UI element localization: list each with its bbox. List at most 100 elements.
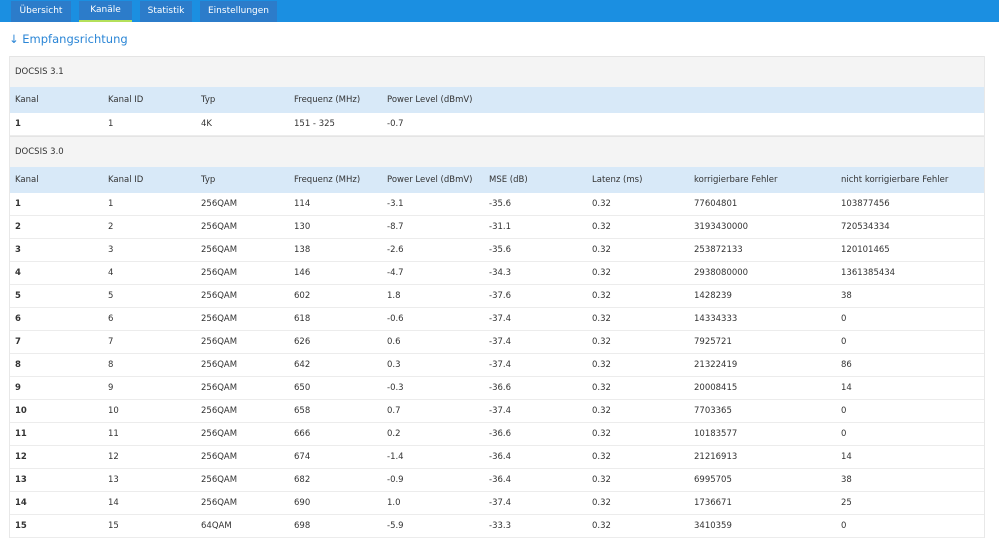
column-header: Frequenz (MHz): [294, 175, 361, 185]
table-cell: 3: [15, 245, 21, 255]
table-cell: 0.32: [592, 268, 611, 278]
table-cell: 20008415: [694, 383, 738, 393]
table-cell: 650: [294, 383, 311, 393]
table-cell: 10183577: [694, 429, 738, 439]
table-cell: 0: [841, 406, 847, 416]
table-cell: 146: [294, 268, 311, 278]
table-cell: -5.9: [387, 521, 404, 531]
table-cell: -37.4: [489, 360, 511, 370]
table-cell: 256QAM: [201, 452, 238, 462]
table-cell: 0: [841, 521, 847, 531]
table-cell: 14: [841, 452, 852, 462]
column-header: Typ: [201, 95, 216, 105]
table-cell: -37.4: [489, 337, 511, 347]
table-cell: -33.3: [489, 521, 511, 531]
tab[interactable]: Statistik: [140, 1, 192, 22]
table-cell: 15: [15, 521, 27, 531]
table-cell: -36.4: [489, 475, 511, 485]
table-cell: 138: [294, 245, 311, 255]
table-cell: 21216913: [694, 452, 738, 462]
table-cell: 7: [15, 337, 21, 347]
table-cell: 120101465: [841, 245, 890, 255]
table-cell: 256QAM: [201, 314, 238, 324]
table-cell: 1.8: [387, 291, 401, 301]
column-header: Kanal ID: [108, 95, 144, 105]
table-cell: 0: [841, 314, 847, 324]
table-cell: 0.7: [387, 406, 401, 416]
section-title: DOCSIS 3.0: [10, 136, 984, 167]
table-cell: 7703365: [694, 406, 732, 416]
section-title: DOCSIS 3.1: [10, 56, 984, 87]
column-header: Kanal ID: [108, 175, 144, 185]
table-cell: 5: [15, 291, 21, 301]
table-cell: -36.4: [489, 452, 511, 462]
table-row: 1 1 256QAM 114 -3.1 -35.6 0.32 77604801 10387745…: [10, 193, 984, 216]
table-cell: 0.32: [592, 452, 611, 462]
table-cell: 11: [15, 429, 27, 439]
table-cell: 0.32: [592, 498, 611, 508]
table-cell: -34.3: [489, 268, 511, 278]
table-cell: 674: [294, 452, 311, 462]
channel-tables: DOCSIS 3.1 Kanal Kanal ID Typ Frequenz (MHz)…: [9, 56, 985, 538]
table-cell: 3410359: [694, 521, 732, 531]
table-cell: 10: [15, 406, 27, 416]
tab[interactable]: Einstellungen: [200, 1, 277, 22]
table-cell: 1: [15, 199, 21, 209]
table-cell: 10: [108, 406, 119, 416]
table-cell: -1.4: [387, 452, 404, 462]
table-cell: 256QAM: [201, 383, 238, 393]
table-cell: 0.32: [592, 337, 611, 347]
table-cell: 256QAM: [201, 475, 238, 485]
table-cell: 86: [841, 360, 852, 370]
table-row: 2 2 256QAM 130 -8.7 -31.1 0.32 3193430000 720534…: [10, 216, 984, 239]
table-cell: 114: [294, 199, 311, 209]
table-cell: 1: [108, 199, 114, 209]
tab-bar: Übersicht Kanäle Statistik Einstellungen: [0, 0, 999, 22]
table-cell: 12: [108, 452, 119, 462]
table-cell: -3.1: [387, 199, 404, 209]
table-row: 6 6 256QAM 618 -0.6 -37.4 0.32 14334333 0: [10, 308, 984, 331]
table-cell: -2.6: [387, 245, 404, 255]
table-cell: 3: [108, 245, 114, 255]
table-cell: 0: [841, 429, 847, 439]
table-cell: 1: [15, 119, 21, 129]
table-cell: 256QAM: [201, 268, 238, 278]
column-header: korrigierbare Fehler: [694, 175, 778, 185]
table-cell: 658: [294, 406, 311, 416]
table-cell: 5: [108, 291, 114, 301]
column-header: Latenz (ms): [592, 175, 643, 185]
table-cell: 626: [294, 337, 311, 347]
table-cell: -36.6: [489, 383, 511, 393]
table-cell: -31.1: [489, 222, 511, 232]
table-cell: -37.4: [489, 406, 511, 416]
table-cell: 12: [15, 452, 27, 462]
table-cell: 64QAM: [201, 521, 232, 531]
table-cell: 151 - 325: [294, 119, 335, 129]
table-cell: 13: [108, 475, 119, 485]
table-cell: 6: [15, 314, 21, 324]
table-row: 11 11 256QAM 666 0.2 -36.6 0.32 10183577 0: [10, 423, 984, 446]
table-cell: 7: [108, 337, 114, 347]
table-row: 1 1 4K 151 - 325 -0.7: [10, 113, 984, 136]
column-header: Typ: [201, 175, 216, 185]
table-cell: 602: [294, 291, 311, 301]
table-cell: 77604801: [694, 199, 738, 209]
table-cell: 0.32: [592, 314, 611, 324]
table-cell: -0.9: [387, 475, 404, 485]
table-cell: 14: [15, 498, 27, 508]
table-row: 5 5 256QAM 602 1.8 -37.6 0.32 1428239 38: [10, 285, 984, 308]
table-cell: -37.6: [489, 291, 511, 301]
table-cell: -37.4: [489, 498, 511, 508]
table-cell: 682: [294, 475, 311, 485]
table-cell: -0.3: [387, 383, 404, 393]
table-cell: 1: [108, 119, 114, 129]
tab[interactable]: Kanäle: [79, 1, 132, 22]
table-cell: 8: [15, 360, 21, 370]
table-cell: -35.6: [489, 245, 511, 255]
column-header: Kanal: [15, 95, 39, 105]
column-header: Frequenz (MHz): [294, 95, 361, 105]
table-cell: 11: [108, 429, 119, 439]
column-header: Power Level (dBmV): [387, 175, 473, 185]
tab[interactable]: Übersicht: [11, 1, 71, 22]
table-row: 3 3 256QAM 138 -2.6 -35.6 0.32 253872133 1201014…: [10, 239, 984, 262]
